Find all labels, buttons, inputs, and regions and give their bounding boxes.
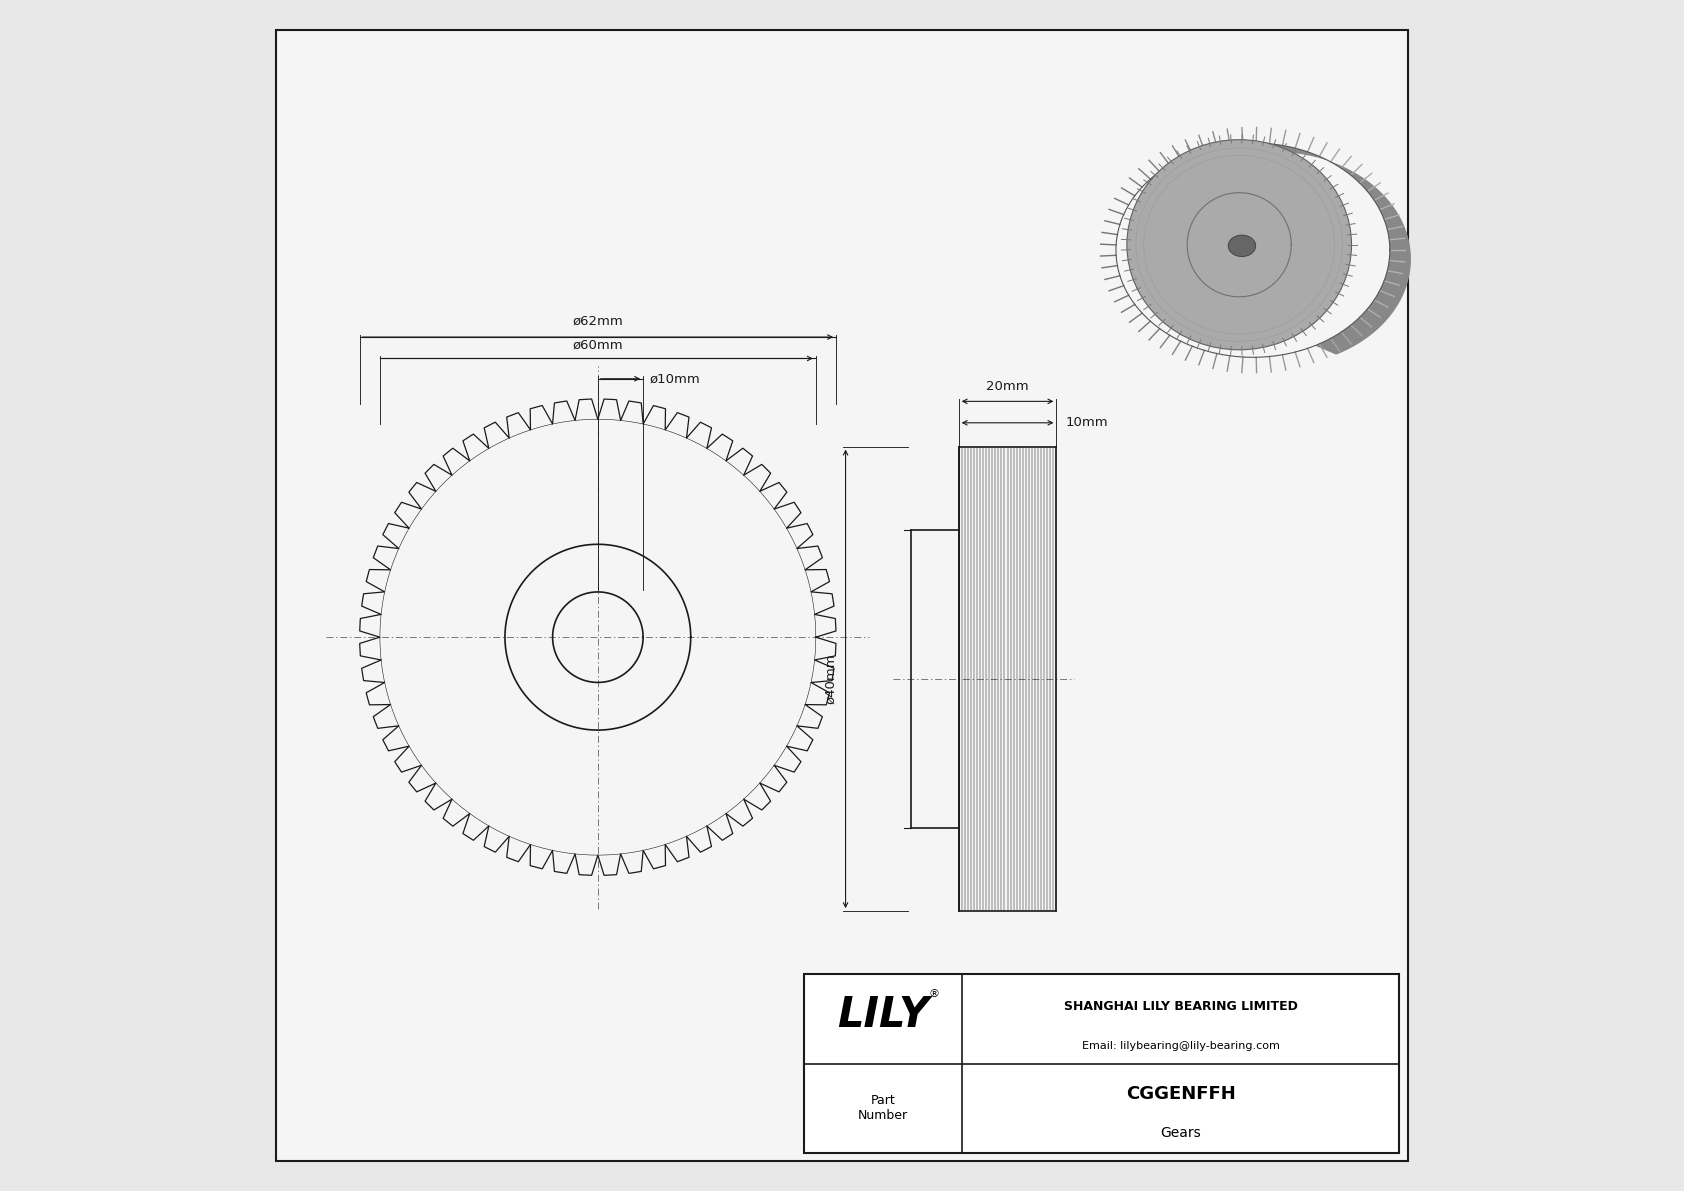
Text: ø10mm: ø10mm — [648, 373, 701, 385]
Ellipse shape — [1127, 139, 1352, 350]
Text: 20mm: 20mm — [987, 380, 1029, 393]
Text: Part
Number: Part Number — [857, 1095, 908, 1122]
Text: ø62mm: ø62mm — [573, 314, 623, 328]
Polygon shape — [1253, 143, 1411, 355]
Text: ®: ® — [928, 989, 940, 999]
Text: Gears: Gears — [1160, 1127, 1201, 1140]
Text: LILY: LILY — [837, 994, 930, 1036]
Text: 10mm: 10mm — [1066, 417, 1108, 429]
Text: Email: lilybearing@lily-bearing.com: Email: lilybearing@lily-bearing.com — [1081, 1041, 1280, 1050]
Bar — [803, 974, 1399, 1153]
Text: CGGENFFH: CGGENFFH — [1125, 1085, 1236, 1103]
Text: SHANGHAI LILY BEARING LIMITED: SHANGHAI LILY BEARING LIMITED — [1064, 1000, 1297, 1012]
Text: ø40mm: ø40mm — [823, 654, 837, 704]
Ellipse shape — [1228, 235, 1256, 256]
Text: ø60mm: ø60mm — [573, 338, 623, 351]
